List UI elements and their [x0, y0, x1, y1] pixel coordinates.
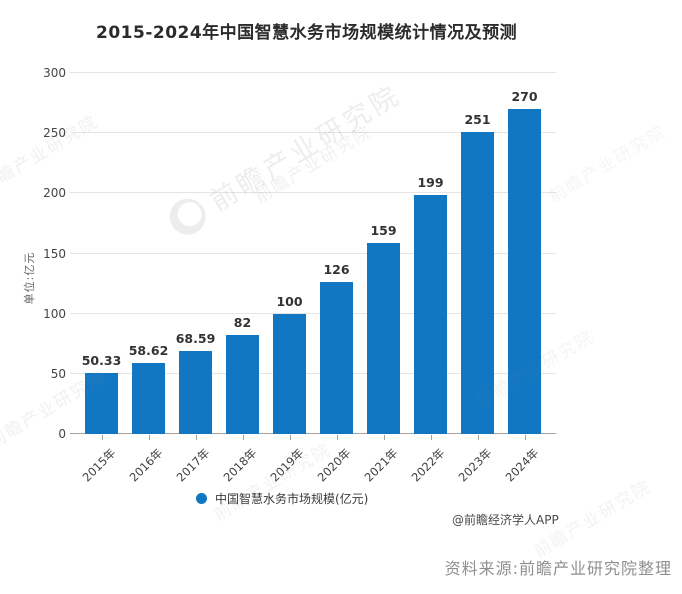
attribution-text: @前瞻经济学人APP	[452, 513, 559, 527]
x-axis-tick	[101, 435, 103, 440]
watermark-text: 前瞻产业研究院	[545, 121, 670, 208]
bar-value-label: 270	[511, 89, 538, 105]
gridline	[70, 252, 556, 254]
legend-marker-icon	[196, 493, 207, 504]
bar-slot: 251	[454, 73, 501, 434]
bar-slot: 270	[501, 73, 548, 434]
bar-slot: 82	[219, 73, 266, 434]
x-axis-label-text: 2021年	[361, 445, 401, 485]
x-axis-tick	[242, 435, 244, 440]
bar-slot: 50.33	[78, 73, 125, 434]
bar: 82	[226, 315, 259, 434]
x-axis-label-text: 2019年	[267, 445, 307, 485]
y-axis-tick-label: 250	[43, 126, 66, 141]
gridline	[70, 192, 556, 194]
bar: 126	[320, 262, 353, 434]
x-axis-tick	[477, 435, 479, 440]
bar-series: 50.33 58.62 68.59 82 100 126 159 199 251 270	[78, 73, 548, 434]
bar-slot: 58.62	[125, 73, 172, 434]
gridline	[70, 132, 556, 134]
bar-value-label: 58.62	[128, 343, 169, 359]
x-axis-tick	[148, 435, 150, 440]
bar-value-label: 68.59	[175, 331, 216, 347]
bar: 251	[461, 112, 494, 434]
gridline	[70, 372, 556, 374]
chart-title: 2015-2024年中国智慧水务市场规模统计情况及预测	[96, 23, 518, 43]
x-axis-label-text: 2016年	[126, 445, 166, 485]
bar-value-label: 50.33	[81, 353, 122, 369]
legend-label: 中国智慧水务市场规模(亿元)	[215, 492, 369, 506]
bar: 100	[273, 294, 306, 434]
bar-slot: 68.59	[172, 73, 219, 434]
y-axis-tick-label: 0	[58, 427, 66, 441]
bar-slot: 100	[266, 73, 313, 434]
bar-value-label: 199	[417, 174, 444, 190]
y-axis-tick-label: 300	[43, 66, 66, 80]
x-axis-tick	[430, 435, 432, 440]
plot-area: 0 50 100 150 200 250 300 50.33 58.62 68.59 82 100 1…	[43, 66, 556, 484]
x-axis-tick	[336, 435, 338, 440]
x-axis-label-text: 2023年	[455, 445, 495, 485]
bar-value-label: 82	[233, 315, 252, 331]
grid-layer	[70, 72, 556, 434]
x-axis-label-text: 2020年	[314, 445, 354, 485]
gridline	[70, 312, 556, 314]
x-axis: 2015年 2016年 2017年 2018年 2019年 2020年 2021年 2022年…	[78, 434, 548, 494]
gridline	[70, 72, 556, 73]
bar: 58.62	[129, 343, 168, 434]
legend: 中国智慧水务市场规模(亿元)	[196, 490, 368, 507]
bar-slot: 199	[407, 73, 454, 434]
bar-slot: 159	[360, 73, 407, 434]
y-axis-tick-label: 50	[50, 366, 66, 381]
x-axis-tick	[289, 435, 291, 440]
bar: 68.59	[176, 331, 215, 434]
x-axis-line	[70, 433, 556, 434]
x-axis-label-text: 2015年	[79, 445, 119, 485]
bar-value-label: 126	[323, 262, 350, 278]
y-axis-tick-label: 200	[43, 186, 66, 201]
bar-value-label: 251	[464, 111, 491, 127]
bar-slot: 126	[313, 73, 360, 434]
x-axis-label-text: 2017年	[173, 445, 213, 485]
y-axis-tick-labels: 0 50 100 150 200 250 300	[22, 66, 66, 441]
bar-value-label: 100	[276, 293, 303, 309]
y-axis-tick-label: 150	[43, 246, 66, 261]
bar-value-label: 159	[370, 222, 397, 238]
source-note: 资料来源:前瞻产业研究院整理	[444, 559, 672, 578]
x-axis-tick	[383, 435, 385, 440]
x-axis-label-text: 2024年	[502, 445, 542, 485]
x-axis-tick	[195, 435, 197, 440]
x-axis-label-text: 2022年	[408, 445, 448, 485]
bar: 159	[367, 223, 400, 434]
bar: 199	[414, 175, 447, 434]
bar: 270	[508, 89, 541, 434]
x-axis-tick	[524, 435, 526, 440]
bar: 50.33	[82, 353, 121, 434]
y-axis-tick-label: 100	[43, 306, 66, 321]
x-axis-label-text: 2018年	[220, 445, 260, 485]
